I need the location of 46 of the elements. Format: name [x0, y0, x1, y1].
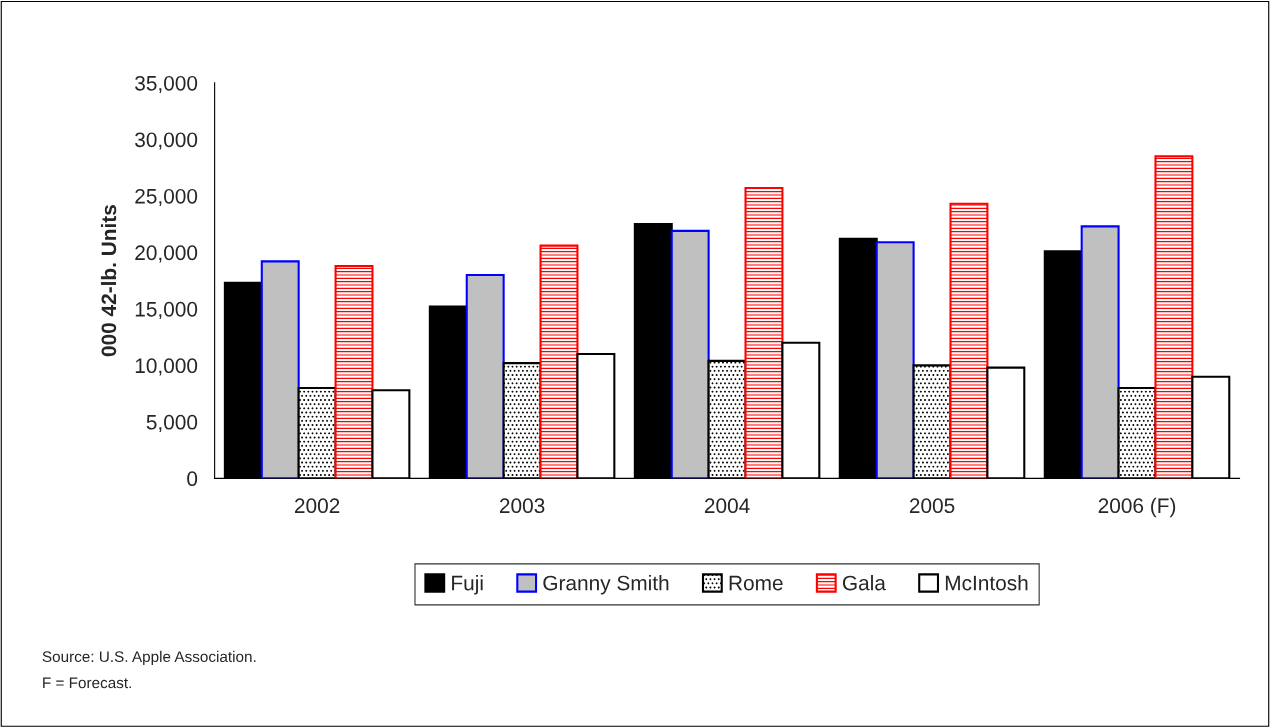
bar — [260, 260, 300, 479]
y-tick-label: 30,000 — [135, 132, 198, 150]
bar — [334, 264, 374, 479]
bar — [912, 364, 952, 479]
bar — [949, 202, 989, 479]
legend-label: Gala — [842, 575, 886, 591]
x-tick-label: 2003 — [499, 498, 545, 514]
bar — [838, 237, 878, 479]
bar — [1117, 386, 1157, 479]
bar — [1043, 250, 1083, 479]
bar — [875, 241, 915, 479]
legend-label: Rome — [729, 575, 783, 591]
x-tick-label: 2005 — [909, 498, 955, 514]
bar — [539, 244, 579, 479]
legend-label: Granny Smith — [543, 575, 669, 595]
y-tick-label: 0 — [187, 471, 198, 487]
bar — [502, 362, 542, 479]
bar — [1191, 375, 1231, 479]
bar — [707, 359, 747, 479]
x-tick-label: 2006 (F) — [1098, 497, 1176, 518]
bar — [744, 186, 784, 479]
bar — [297, 386, 337, 479]
y-tick-label: 25,000 — [135, 188, 198, 207]
bar — [1154, 155, 1194, 479]
legend-label: Fuji — [452, 575, 483, 595]
y-axis-title: 000 42-lb. Units — [100, 205, 117, 357]
text: F = Forecast. — [43, 677, 131, 689]
bar — [781, 341, 821, 479]
bar — [1080, 225, 1120, 479]
bar — [633, 223, 673, 479]
bar — [428, 305, 468, 479]
legend-label: McIntosh — [945, 575, 1028, 591]
bar — [670, 229, 710, 479]
source-note: Source: U.S. Apple Association. — [42, 650, 256, 666]
bar — [576, 353, 616, 479]
bar — [986, 366, 1026, 479]
x-tick-label: 2002 — [295, 498, 340, 514]
y-tick-label: 20,000 — [135, 245, 198, 263]
y-tick-label: 15,000 — [135, 301, 198, 320]
bar — [223, 281, 263, 479]
x-tick-label: 2004 — [704, 498, 750, 514]
y-tick-label: 10,000 — [135, 358, 198, 376]
y-tick-label: 35,000 — [135, 75, 198, 94]
y-tick-label: 5,000 — [146, 414, 198, 433]
bar — [371, 389, 411, 479]
bar — [465, 273, 505, 479]
